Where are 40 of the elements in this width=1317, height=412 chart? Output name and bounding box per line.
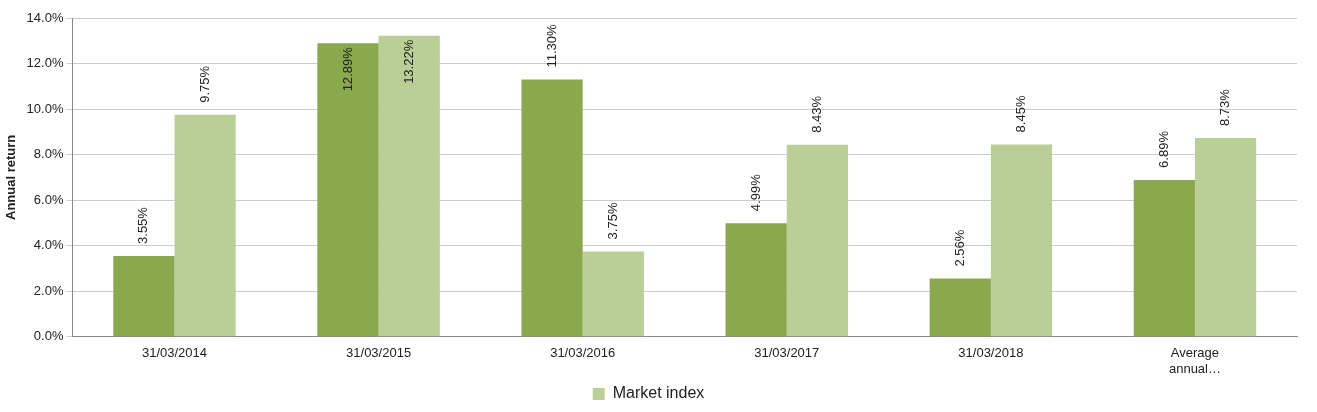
data-label: 8.73% [1217,88,1233,127]
x-tick-label: Average annual… [1168,345,1221,376]
data-label: 13.22% [400,39,416,84]
data-label: 9.75% [196,65,212,103]
y-tick-label: 12.0% [26,55,64,71]
bar [317,43,379,337]
data-label: 6.89% [1155,130,1171,168]
x-tick-label: 31/03/2018 [958,345,1024,361]
bar [990,144,1053,337]
data-label: 3.75% [604,202,620,240]
bar [113,255,175,337]
bar [582,251,644,337]
y-tick-label: 6.0% [33,191,64,207]
bar [378,35,440,337]
bar [725,223,787,337]
legend-label: Market index [612,384,705,402]
data-label: 12.89% [339,46,355,92]
y-tick-label: 0.0% [33,328,64,344]
y-tick-label: 8.0% [33,146,64,162]
y-tick-label: 14.0% [26,9,64,25]
data-label: 2.56% [951,229,967,267]
x-tick-label: 31/03/2014 [141,345,208,361]
bar [1194,138,1257,337]
data-label: 3.55% [135,206,151,244]
bar [1133,179,1195,337]
y-tick-label: 2.0% [33,282,64,298]
bar [929,278,991,337]
data-label: 11.30% [543,23,559,68]
x-tick-label: 31/03/2016 [550,345,616,361]
data-label: 8.45% [1013,95,1029,133]
y-tick-label: 4.0% [33,237,64,253]
y-tick-label: 10.0% [26,100,64,116]
x-tick-label: 31/03/2017 [754,345,820,361]
bar [786,144,848,337]
x-tick-label: 31/03/2015 [346,345,412,361]
bar [521,79,583,337]
y-axis-title: Annual return [3,134,19,221]
data-label: 8.43% [808,95,824,133]
bar [174,114,236,337]
data-label: 4.99% [747,173,763,212]
